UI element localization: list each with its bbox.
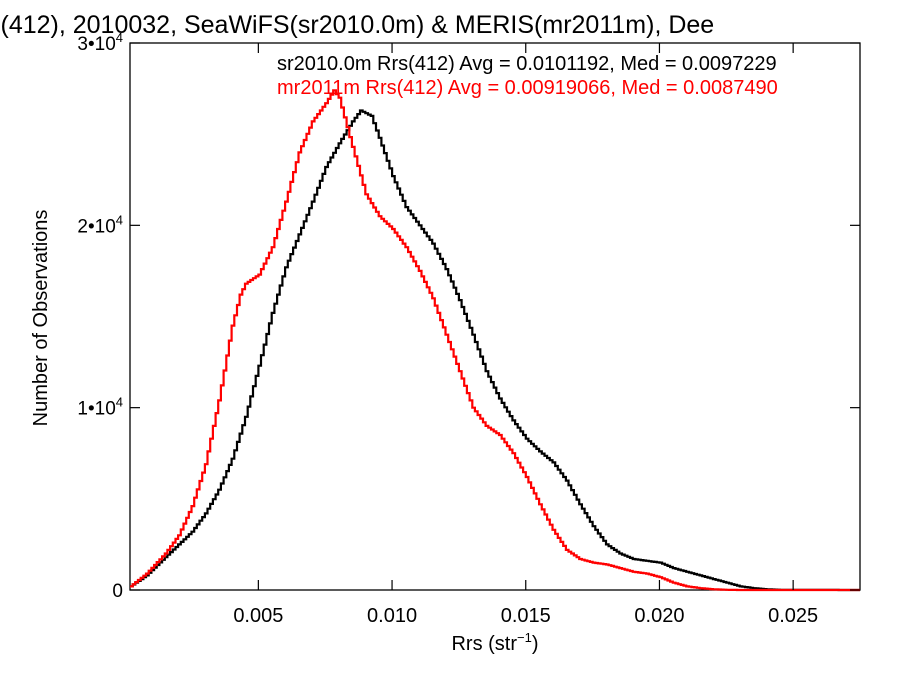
x-axis-label: Rrs (str−1): [451, 630, 538, 655]
y-tick-label: 0: [112, 581, 123, 602]
series-line-seawifs: [130, 109, 860, 592]
legend: sr2010.0m Rrs(412) Avg = 0.0101192, Med …: [277, 53, 778, 99]
y-tick-label: 2•104: [77, 212, 123, 237]
legend-entry: mr2011m Rrs(412) Avg = 0.00919066, Med =…: [277, 77, 778, 99]
x-tick-label: 0.020: [634, 605, 684, 627]
series-line-meris: [130, 89, 860, 592]
x-tick-label: 0.005: [233, 605, 283, 627]
plot-border: [129, 42, 861, 591]
x-tick-label: 0.010: [367, 605, 417, 627]
y-axis-ticks: 0 1•104 2•104 3•104: [77, 30, 860, 602]
y-tick-label: 1•104: [77, 395, 123, 420]
x-tick-label: 0.015: [501, 605, 551, 627]
legend-entry: sr2010.0m Rrs(412) Avg = 0.0101192, Med …: [277, 53, 777, 75]
y-axis-label: Number of Observations: [30, 210, 52, 427]
y-tick-label: 3•104: [77, 30, 123, 55]
plot-frame: [129, 42, 861, 591]
x-tick-label: 0.025: [768, 605, 818, 627]
series-layer: [130, 89, 860, 592]
chart-title: s(412), 2010032, SeaWiFS(sr2010.0m) & ME…: [0, 11, 714, 39]
x-axis-ticks: 0.005 0.010 0.015 0.020 0.025: [233, 43, 818, 627]
